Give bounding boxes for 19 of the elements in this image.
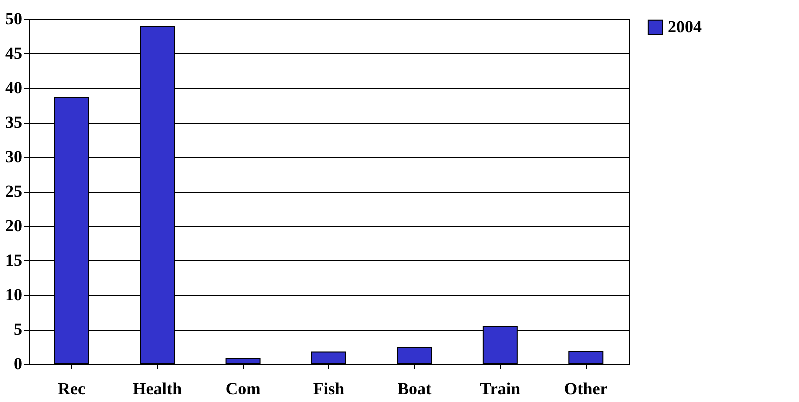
y-tick-label: 40 [6, 78, 22, 98]
y-tick-label: 10 [6, 286, 22, 304]
y-tick-label: 0 [14, 354, 22, 374]
x-tick-label: Boat [398, 380, 432, 398]
y-tick-label: 35 [6, 113, 22, 132]
y-tick-label: 25 [6, 182, 22, 201]
y-tick-label: 50 [6, 10, 22, 28]
x-tick-label: Train [480, 380, 522, 398]
y-tick-label: 5 [14, 320, 22, 339]
legend-label: 2004 [668, 18, 702, 36]
y-tick-label: 45 [6, 44, 22, 63]
x-tick-label: Other [564, 380, 608, 398]
x-tick-label: Rec [58, 380, 86, 398]
y-tick-label: 30 [6, 148, 22, 166]
x-tick-label: Com [226, 380, 261, 398]
y-tick-label: 20 [6, 216, 22, 236]
y-tick-label: 15 [6, 251, 22, 270]
x-tick-label: Fish [313, 380, 346, 398]
x-tick-label: Health [133, 380, 183, 398]
